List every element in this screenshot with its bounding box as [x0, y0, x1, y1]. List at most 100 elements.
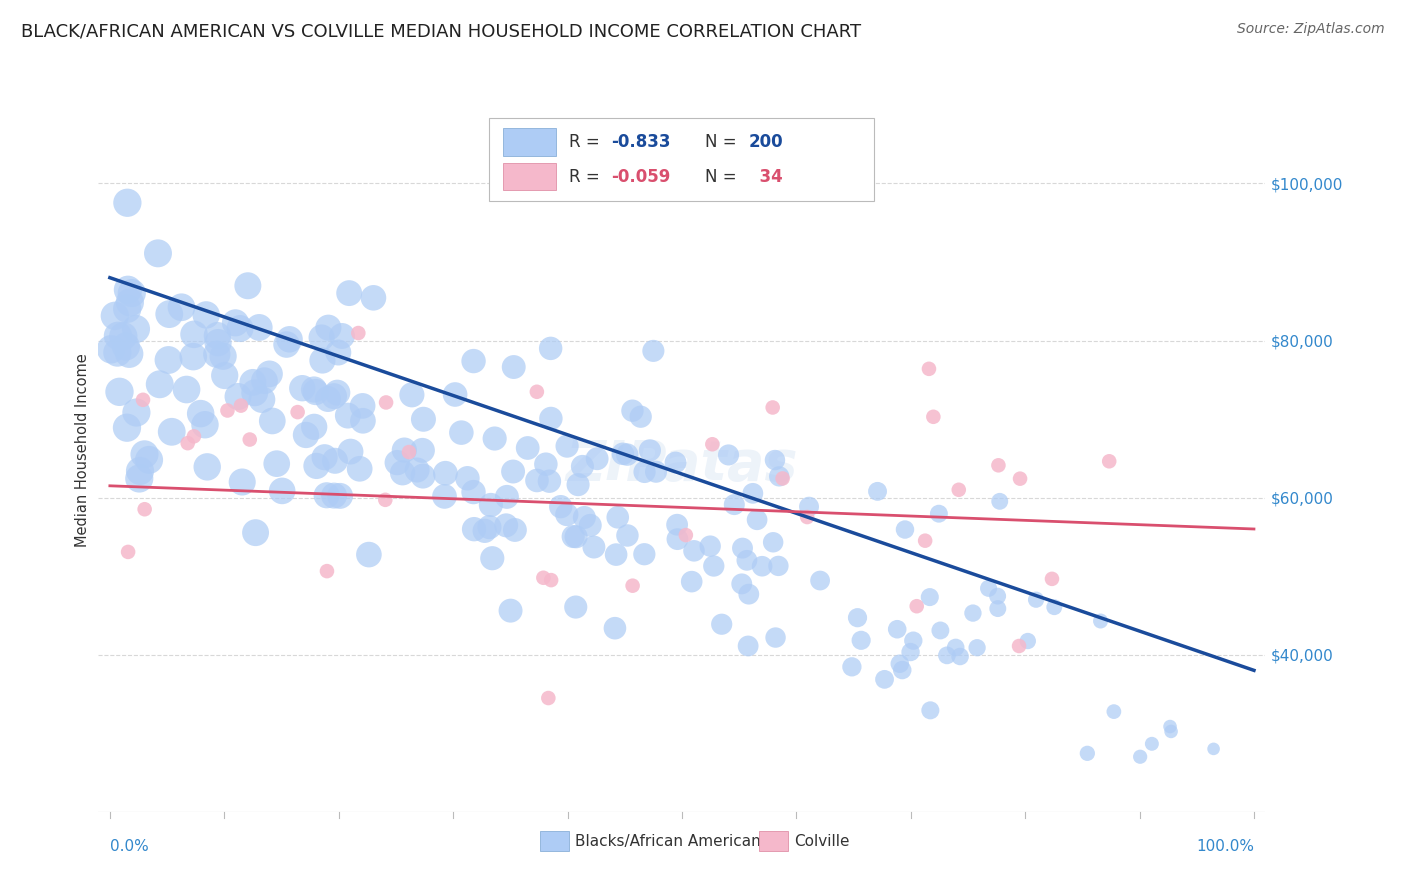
Point — [681, 574, 703, 589]
Point — [128, 471, 150, 485]
Point — [314, 450, 336, 465]
Point — [138, 453, 160, 467]
Point — [117, 283, 139, 297]
Point — [125, 405, 148, 419]
Point — [731, 541, 754, 555]
Text: -0.833: -0.833 — [610, 133, 671, 151]
Point — [484, 432, 506, 446]
Point — [531, 571, 554, 585]
Point — [329, 489, 352, 503]
Point — [894, 523, 917, 537]
Point — [1102, 705, 1125, 719]
Point — [962, 606, 984, 620]
FancyBboxPatch shape — [759, 831, 789, 852]
Point — [762, 535, 785, 549]
Point — [1140, 737, 1163, 751]
Point — [108, 384, 131, 399]
Point — [564, 600, 586, 615]
Point — [146, 246, 169, 260]
Point — [1129, 749, 1152, 764]
Point — [703, 559, 725, 574]
Point — [226, 390, 249, 404]
Point — [664, 455, 686, 469]
Point — [1017, 634, 1039, 648]
Point — [394, 443, 416, 458]
Point — [323, 389, 346, 403]
Point — [723, 498, 745, 512]
Point — [456, 471, 478, 485]
Point — [330, 329, 353, 343]
Point — [398, 445, 420, 459]
Point — [929, 624, 952, 638]
FancyBboxPatch shape — [503, 163, 555, 190]
Point — [357, 548, 380, 562]
Point — [571, 459, 593, 474]
Point — [796, 510, 818, 524]
Point — [177, 436, 200, 450]
Point — [387, 456, 409, 470]
Point — [181, 350, 204, 364]
Text: N =: N = — [706, 168, 742, 186]
Point — [217, 403, 239, 417]
Point — [606, 510, 628, 524]
Point — [675, 528, 697, 542]
FancyBboxPatch shape — [540, 831, 568, 852]
Point — [337, 286, 360, 301]
Point — [247, 320, 270, 334]
Point — [846, 610, 869, 624]
Point — [205, 347, 228, 361]
Point — [266, 457, 288, 471]
Point — [262, 414, 284, 428]
Point — [463, 522, 485, 536]
Point — [118, 295, 141, 310]
Point — [1043, 600, 1066, 615]
Point — [478, 520, 501, 534]
Point — [582, 540, 605, 554]
Point — [499, 604, 522, 618]
Point — [567, 477, 589, 491]
Point — [886, 622, 908, 636]
Point — [562, 529, 585, 543]
Point — [250, 392, 273, 407]
Point — [129, 464, 152, 478]
Point — [352, 399, 374, 413]
Point — [207, 328, 229, 343]
Point — [328, 345, 350, 359]
Point — [224, 316, 246, 330]
Point — [1040, 572, 1063, 586]
Point — [1010, 472, 1032, 486]
Point — [481, 551, 503, 566]
Point — [1202, 742, 1225, 756]
Point — [945, 640, 967, 655]
Point — [291, 381, 314, 395]
Point — [605, 548, 627, 562]
Point — [762, 401, 785, 415]
Point — [229, 321, 252, 335]
Point — [808, 574, 831, 588]
Point — [540, 411, 562, 425]
Point — [645, 465, 668, 479]
Point — [928, 507, 950, 521]
Point — [603, 621, 626, 635]
Point — [112, 329, 135, 343]
FancyBboxPatch shape — [489, 118, 875, 202]
Point — [433, 489, 456, 503]
Point — [741, 486, 763, 500]
Point — [253, 374, 276, 388]
Point — [849, 633, 872, 648]
Point — [444, 387, 467, 401]
Point — [271, 483, 294, 498]
Point — [737, 639, 759, 653]
Point — [352, 414, 374, 428]
Point — [496, 490, 519, 504]
Point — [555, 439, 578, 453]
Point — [245, 525, 267, 540]
Point — [717, 448, 740, 462]
Point — [1076, 747, 1098, 761]
Point — [287, 405, 309, 419]
Point — [115, 339, 138, 353]
Point — [236, 278, 259, 293]
Point — [411, 443, 433, 458]
Point — [134, 447, 156, 461]
Point — [540, 342, 562, 356]
